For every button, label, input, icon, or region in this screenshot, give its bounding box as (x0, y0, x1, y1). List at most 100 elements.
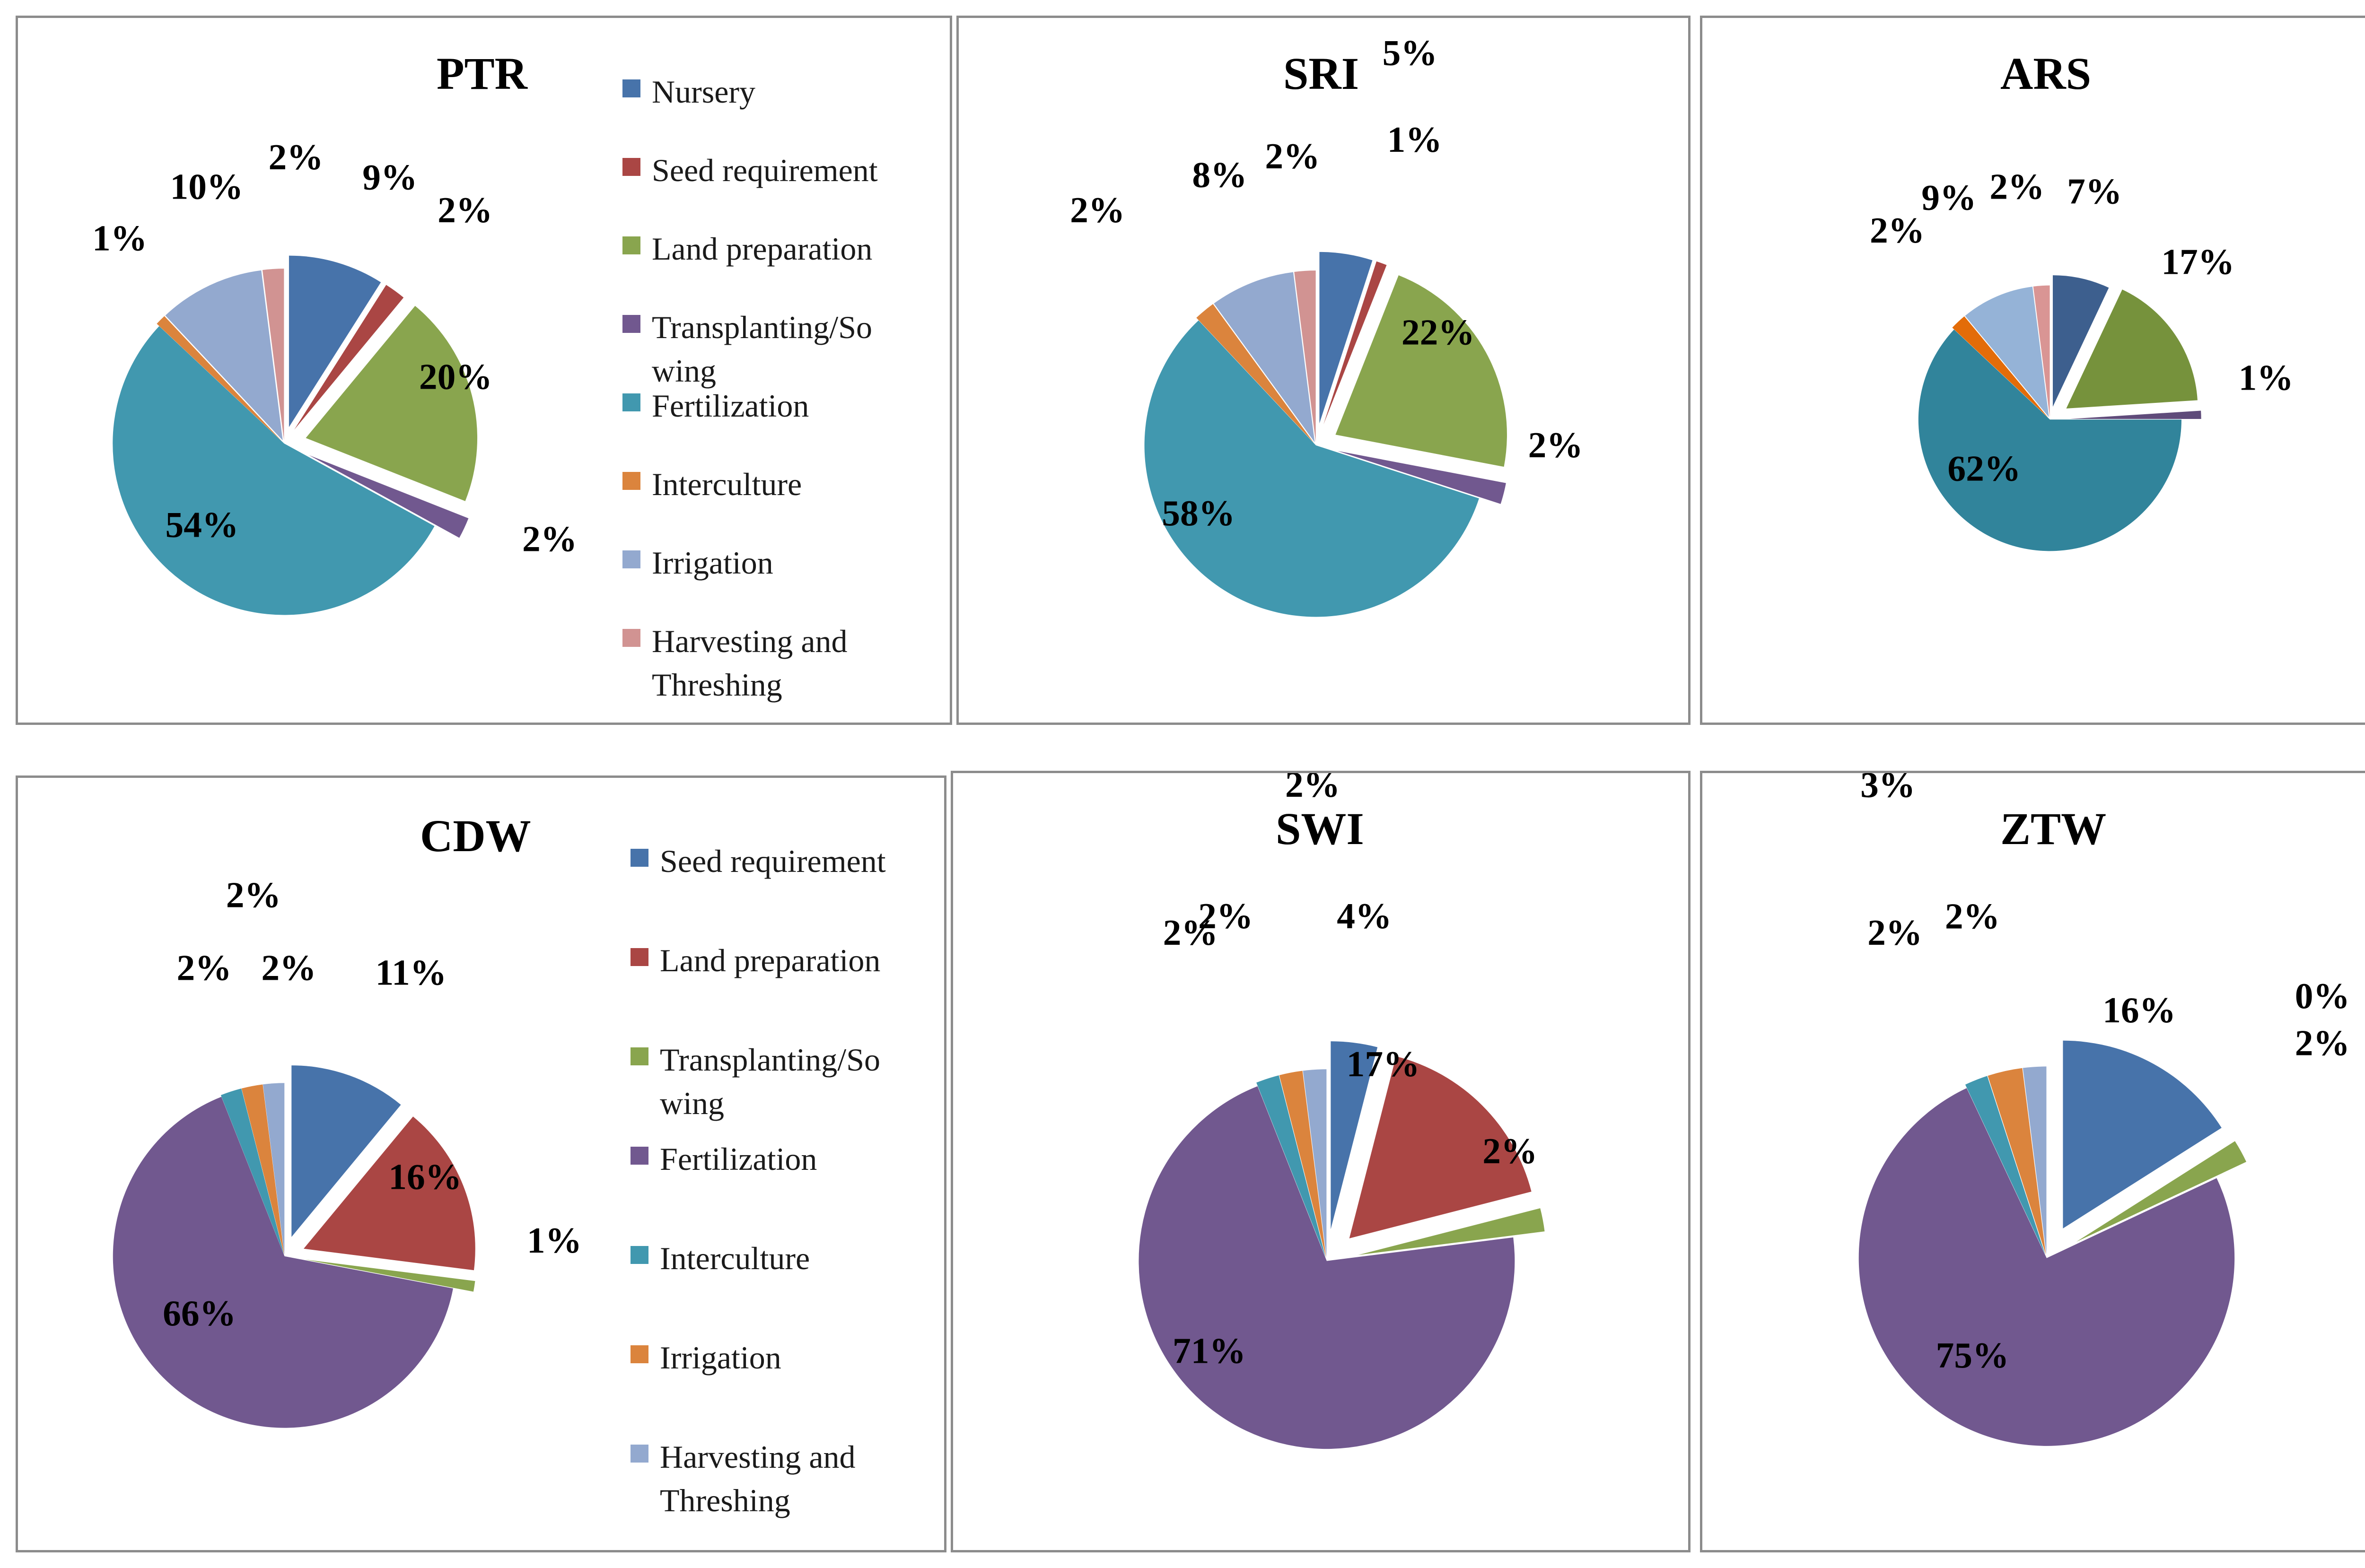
data-label: 16% (2102, 990, 2176, 1030)
pie-slice (1358, 1208, 1545, 1255)
data-label: 58% (1162, 493, 1235, 533)
pie-slice (1196, 304, 1314, 443)
pie-slice (263, 1083, 285, 1255)
pie-slice (1279, 1071, 1326, 1257)
pie-chart-ptr: 9% 2% 20% 2% 54% 1% 10% 2% (92, 137, 577, 615)
pie-slice (220, 1088, 284, 1255)
chart-title: ZTW (2000, 803, 2107, 854)
data-label: 2% (1163, 912, 1218, 953)
pie-slice (2069, 410, 2201, 419)
legend-swatch (622, 315, 640, 333)
pie-panel-swi: 4% 17% 2% 71% 2% 2% 2% SWI (951, 771, 1691, 1552)
legend-label: Seed requirement (660, 843, 886, 879)
data-label: 9% (362, 157, 417, 198)
pie-slice (1918, 329, 2181, 551)
data-label: 2% (1867, 912, 1922, 953)
pie-slice (113, 326, 435, 615)
pie-slice (291, 1065, 401, 1237)
data-label: 2% (176, 947, 231, 988)
data-label: 17% (2161, 241, 2234, 282)
pie-panel-ptr: 9% 2% 20% 2% 54% 1% 10% 2% PTR Nursery Seed requ… (16, 16, 952, 725)
pie-slice (241, 1084, 284, 1255)
data-label: 5% (1383, 32, 1437, 73)
legend-label: Seed requirement (652, 152, 878, 188)
legend-label: Nursery (652, 74, 756, 110)
pie-slice (262, 269, 284, 440)
pie-slice (294, 285, 404, 430)
data-label: 17% (1347, 1044, 1420, 1084)
legend-swatch (631, 1345, 648, 1363)
data-label: 11% (376, 952, 447, 993)
legend-swatch (631, 1147, 648, 1165)
legend-label: Transplanting/So wing (660, 1042, 881, 1121)
pie-slice (2066, 289, 2198, 409)
pie-panel-ars: 7% 17% 1% 62% 2% 9% 2% ARS (1700, 16, 2365, 725)
data-label: 2% (438, 190, 492, 230)
pie-slice (1858, 1088, 2235, 1446)
data-label: 10% (170, 166, 243, 207)
data-label: 4% (1337, 896, 1392, 936)
legend-label: Fertilization (652, 388, 809, 424)
pie-slice (2023, 1066, 2047, 1254)
pie-slice (1139, 1086, 1515, 1449)
data-label: 66% (163, 1293, 236, 1333)
data-label: 1% (527, 1220, 582, 1261)
legend-label: Transplanting/So wing (652, 309, 873, 389)
pie-slice (1303, 1069, 1327, 1257)
chart-title: PTR (437, 48, 527, 99)
data-label: 2% (1265, 136, 1320, 176)
pie-slice (165, 270, 283, 441)
pie-slice (1337, 451, 1506, 504)
data-label: 2% (1989, 166, 2044, 207)
legend-label: Harvesting and Threshing (652, 623, 848, 703)
pie-slice (1988, 1068, 2046, 1254)
pie-slice (2033, 285, 2050, 417)
pie-chart-sri: 5% 1% 22% 2% 58% 2% 8% 2% (1070, 32, 1583, 617)
data-label: 2% (522, 518, 577, 559)
data-label: 2% (1198, 896, 1253, 936)
data-label: 62% (1947, 448, 2021, 488)
pie-panel-ztw: 16% 0% 2% 75% 2% 3% 2% ZTW (1700, 771, 2365, 1552)
data-label: 75% (1936, 1335, 2009, 1376)
pie-slice (289, 255, 381, 427)
data-label: 71% (1173, 1330, 1246, 1371)
pie-chart-ars: 7%17%1%62%2%9% 2% (1870, 166, 2294, 551)
chart-title: CDW (420, 810, 531, 861)
legend-swatch (622, 79, 640, 97)
data-label: 2% (1870, 210, 1925, 251)
pie-slice (1965, 1076, 2046, 1255)
pie-slice (1256, 1075, 1326, 1258)
pie-slice (305, 1259, 475, 1292)
data-label: 2% (1070, 190, 1125, 230)
data-label: 1% (2239, 357, 2294, 398)
pie-slice (306, 305, 478, 501)
legend-swatch (631, 1445, 648, 1463)
legend-swatch (631, 1047, 648, 1065)
legend-swatch (622, 236, 640, 254)
pie-slice (1349, 1056, 1532, 1238)
legend-label: Land preparation (660, 942, 881, 978)
legend-swatch (631, 948, 648, 966)
pie-chart-cdw: 11% 16% 1% 66% 2% 2% 2% (113, 874, 582, 1428)
data-label: 3% (1860, 773, 1915, 805)
data-label: 2% (1528, 425, 1583, 465)
legend-swatch (622, 158, 640, 176)
legend-swatch (622, 472, 640, 490)
pie-slice (1294, 270, 1316, 442)
legend-label: Interculture (660, 1240, 810, 1276)
pie-slice (1331, 1041, 1378, 1229)
pie-panel-cdw: 11% 16% 1% 66% 2% 2% 2% CDW Seed requirement La… (16, 775, 946, 1552)
pie-chart-swi: 4%17%2%71%2%2%2% (1139, 773, 1545, 1449)
legend-label: Harvesting and Threshing (660, 1439, 856, 1518)
data-label: 2% (226, 874, 281, 915)
pie-slice (304, 1116, 475, 1271)
pie-slice (2076, 1141, 2247, 1242)
pie-panel-sri: 5% 1% 22% 2% 58% 2% 8% 2% SRI (956, 16, 1691, 725)
legend-label: Fertilization (660, 1141, 817, 1177)
legend-swatch (631, 1246, 648, 1264)
data-label: 2% (261, 947, 316, 988)
pie-slice (1144, 320, 1479, 617)
data-label: 22% (1401, 312, 1475, 352)
legend-swatch (622, 629, 640, 647)
chart-title: SWI (1276, 803, 1364, 854)
